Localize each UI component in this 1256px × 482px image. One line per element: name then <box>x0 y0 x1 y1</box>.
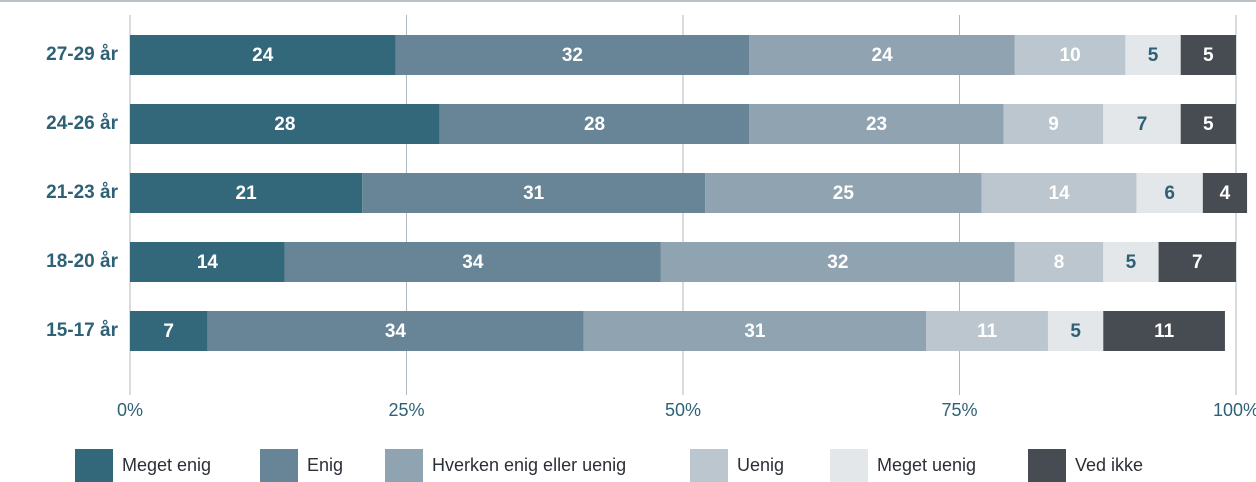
x-tick-label: 100% <box>1213 400 1256 420</box>
data-label: 32 <box>827 252 848 273</box>
bar-segment <box>130 242 285 282</box>
data-label: 10 <box>1060 45 1081 66</box>
legend-label: Uenig <box>737 455 784 475</box>
x-tick-label: 25% <box>388 400 424 420</box>
bar-segment <box>1158 242 1236 282</box>
data-label: 6 <box>1164 183 1175 204</box>
category-label: 18-20 år <box>46 251 118 272</box>
data-label: 28 <box>584 114 605 135</box>
data-label: 8 <box>1054 252 1065 273</box>
bar-segment <box>660 242 1015 282</box>
legend-swatch <box>385 449 423 482</box>
bar-segment <box>1014 35 1126 75</box>
bar-segment <box>1103 242 1159 282</box>
bar-segment <box>130 104 440 144</box>
category-label: 24-26 år <box>46 113 118 134</box>
bar-segment <box>130 173 363 213</box>
legend-swatch <box>260 449 298 482</box>
bar-segment <box>284 242 661 282</box>
bar-segment <box>1014 242 1104 282</box>
data-label: 5 <box>1203 114 1214 135</box>
legend-swatch <box>690 449 728 482</box>
data-label: 5 <box>1203 45 1214 66</box>
bar-segment <box>1180 35 1236 75</box>
data-label: 14 <box>197 252 219 273</box>
legend-label: Meget enig <box>122 455 211 475</box>
legend-swatch <box>1028 449 1066 482</box>
bar-segment <box>130 35 396 75</box>
bar-segment <box>439 104 750 144</box>
data-label: 24 <box>252 45 274 66</box>
bar-segment <box>1003 104 1104 144</box>
bar-segment <box>749 35 1015 75</box>
data-label: 23 <box>866 114 887 135</box>
bar-segment <box>1047 311 1104 351</box>
legend-label: Meget uenig <box>877 455 976 475</box>
data-label: 21 <box>236 183 258 204</box>
legend-swatch <box>75 449 113 482</box>
bar-segment <box>1180 104 1236 144</box>
data-label: 14 <box>1048 183 1070 204</box>
x-tick-label: 0% <box>117 400 143 420</box>
data-label: 28 <box>274 114 295 135</box>
bar-segment <box>1103 104 1181 144</box>
data-label: 5 <box>1070 321 1081 342</box>
data-label: 24 <box>872 45 894 66</box>
data-label: 11 <box>977 321 998 342</box>
legend-label: Enig <box>307 455 343 475</box>
bar-segment <box>1136 173 1203 213</box>
bar-segment <box>130 311 208 351</box>
data-label: 7 <box>163 321 174 342</box>
data-label: 31 <box>744 321 766 342</box>
category-label: 21-23 år <box>46 182 118 203</box>
data-label: 7 <box>1192 252 1203 273</box>
legend-label: Ved ikke <box>1075 455 1143 475</box>
data-label: 11 <box>1154 321 1175 342</box>
bar-segment <box>1202 173 1248 213</box>
data-label: 4 <box>1220 183 1231 204</box>
bar-segment <box>749 104 1004 144</box>
bar-segment <box>1103 311 1225 351</box>
data-label: 34 <box>462 252 484 273</box>
data-label: 7 <box>1137 114 1148 135</box>
x-tick-label: 75% <box>941 400 977 420</box>
data-label: 34 <box>385 321 407 342</box>
bar-segment <box>981 173 1137 213</box>
bar-segment <box>1125 35 1181 75</box>
category-label: 15-17 år <box>46 320 118 341</box>
data-label: 5 <box>1126 252 1137 273</box>
data-label: 32 <box>562 45 583 66</box>
bar-segment <box>395 35 750 75</box>
bar-segment <box>705 173 982 213</box>
data-label: 25 <box>833 183 855 204</box>
category-label: 27-29 år <box>46 44 118 65</box>
bar-segment <box>362 173 706 213</box>
bar-segment <box>583 311 927 351</box>
bar-segment <box>926 311 1048 351</box>
legend-label: Hverken enig eller uenig <box>432 455 626 475</box>
x-tick-label: 50% <box>665 400 701 420</box>
data-label: 31 <box>523 183 545 204</box>
data-label: 9 <box>1048 114 1059 135</box>
data-label: 5 <box>1148 45 1159 66</box>
legend-swatch <box>830 449 868 482</box>
bar-segment <box>207 311 584 351</box>
